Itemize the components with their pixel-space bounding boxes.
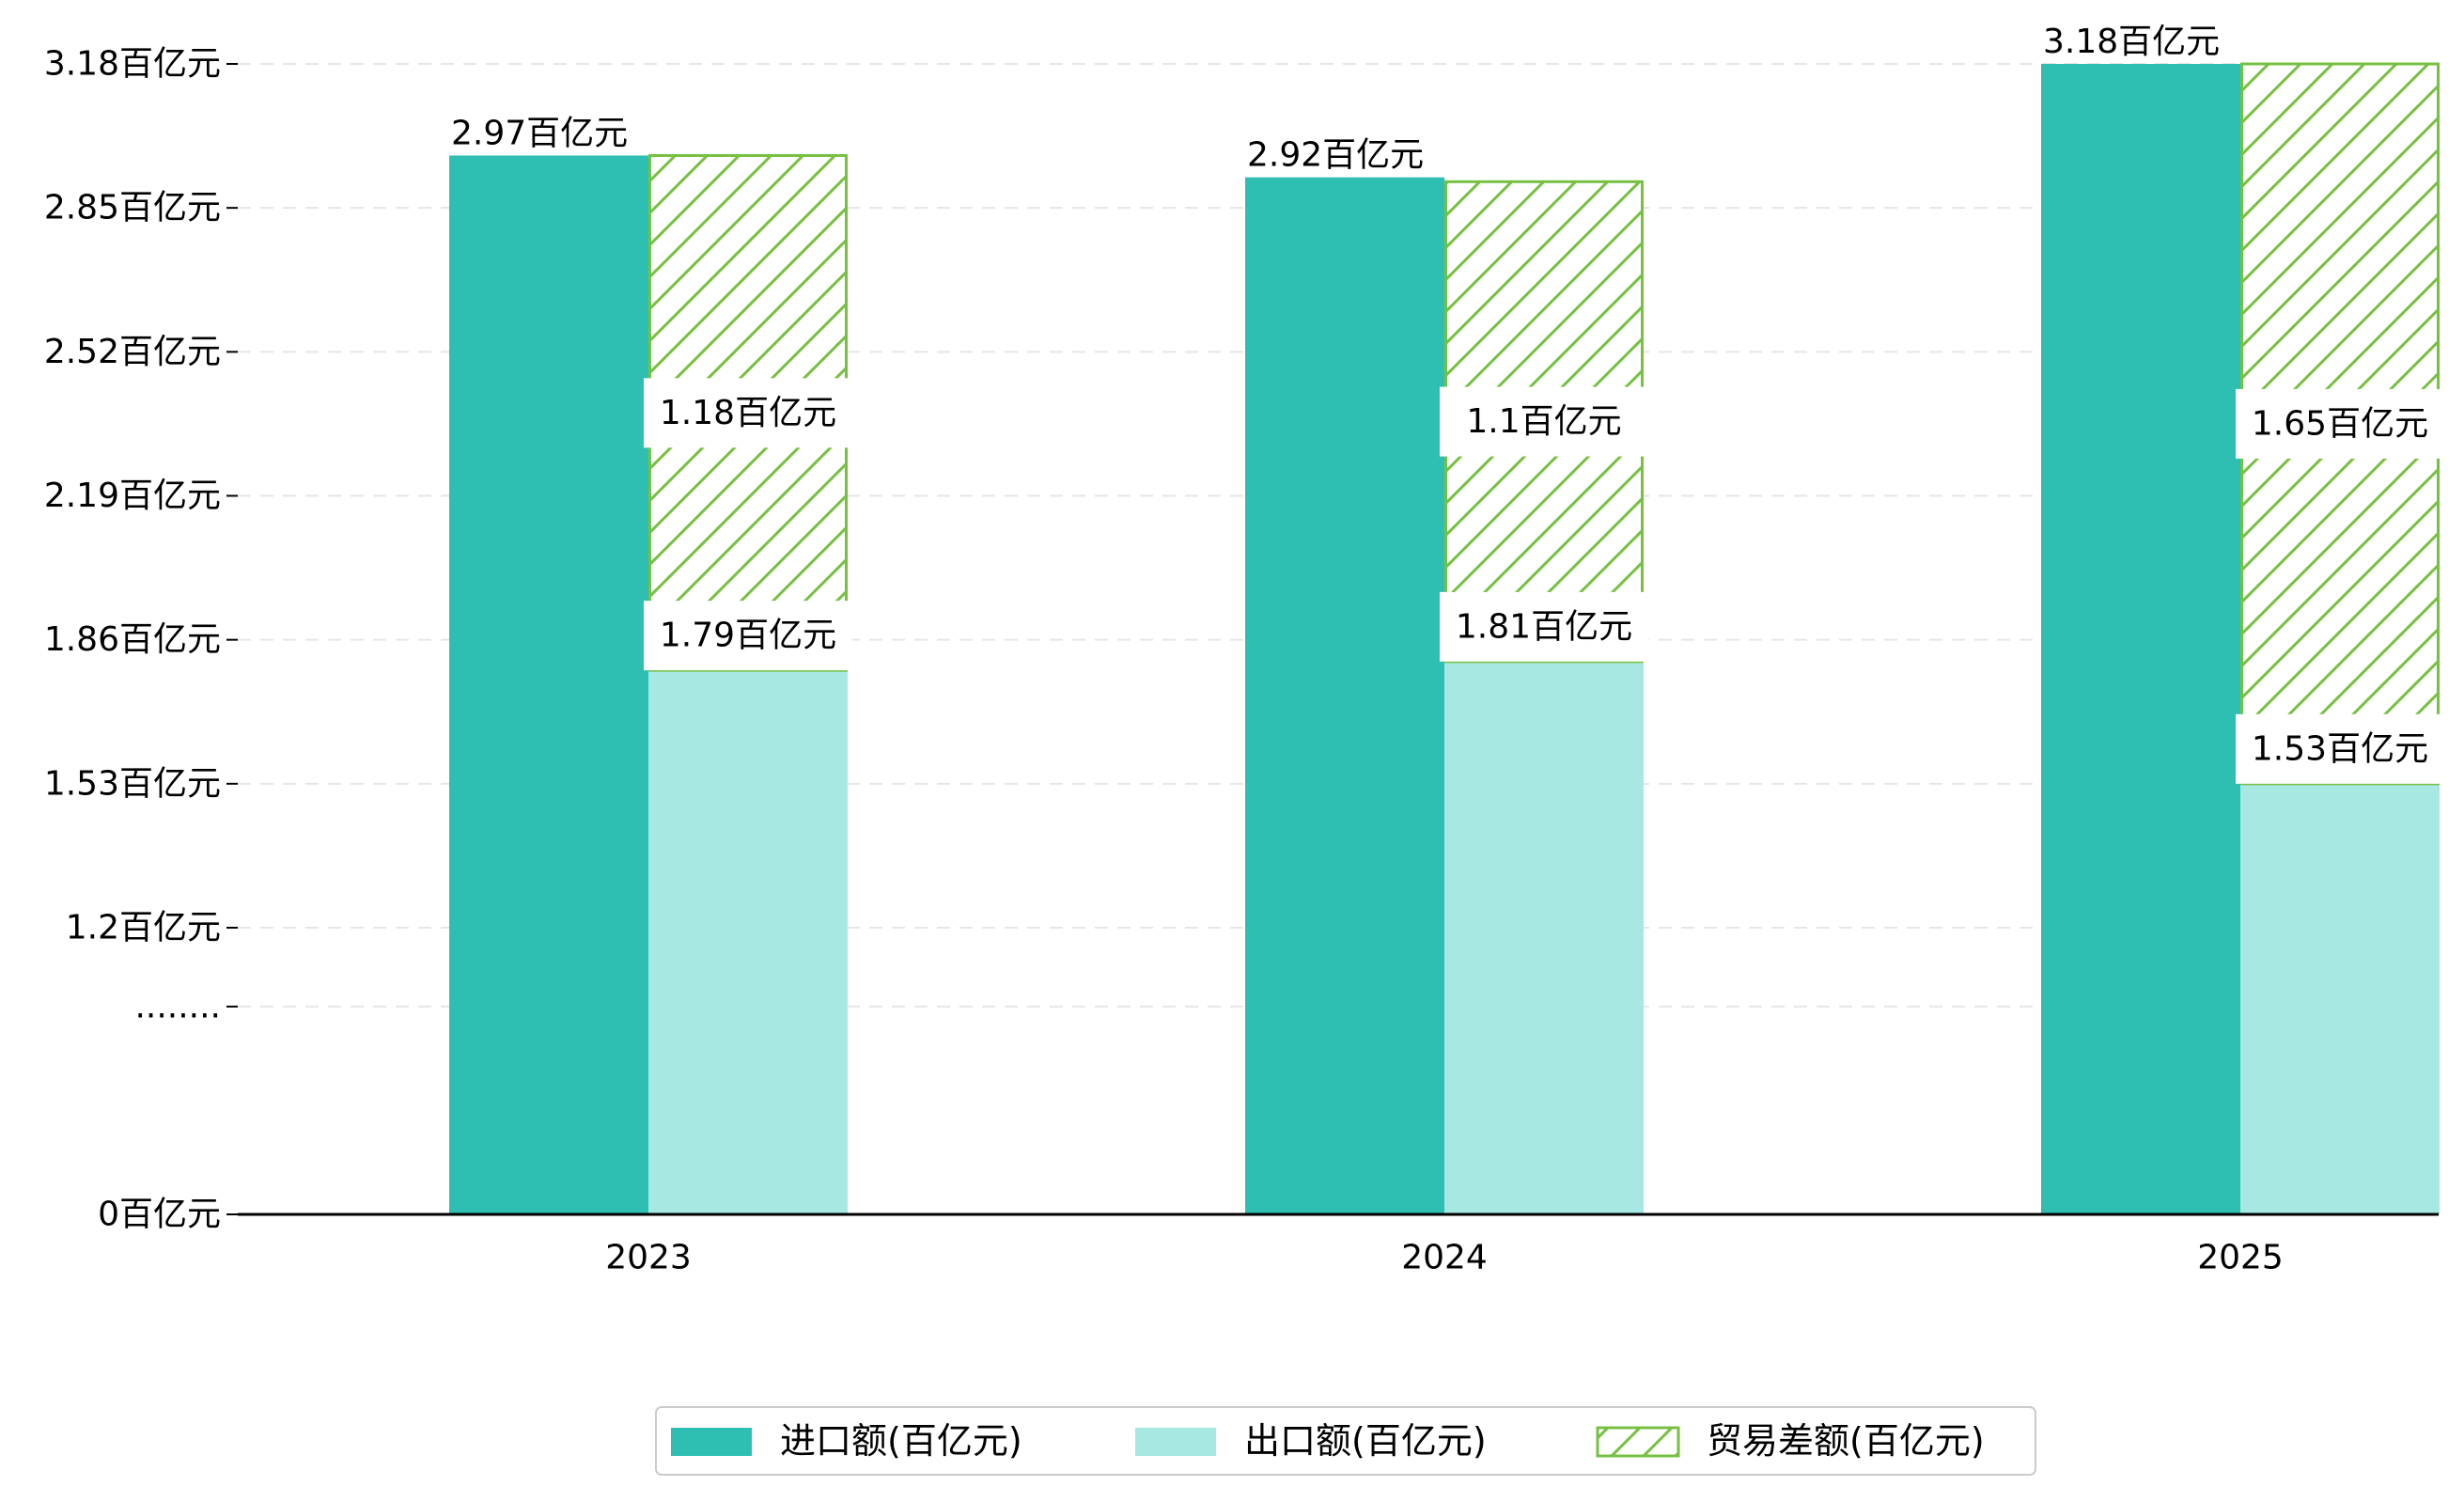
export-bar xyxy=(648,670,848,1214)
export-value-label: 1.53百亿元 xyxy=(2252,729,2428,768)
y-tick-label: ........ xyxy=(134,987,221,1025)
import-value-label: 3.18百亿元 xyxy=(2043,23,2220,61)
export-label-box xyxy=(1440,591,1648,662)
balance-label-box xyxy=(2236,388,2444,459)
y-tick-label: 1.53百亿元 xyxy=(44,764,221,803)
legend-swatch xyxy=(1596,1426,1680,1458)
axes: 0百亿元........ 1.2百亿元 1.53百亿元 1.86百亿元 2.19百亿元 2… xyxy=(44,45,2439,1277)
balance-value-label: 1.1百亿元 xyxy=(1466,402,1621,441)
y-tick-label: 2.52百亿元 xyxy=(44,333,221,371)
y-tick-label: 3.18百亿元 xyxy=(44,45,221,84)
import-bar xyxy=(449,155,648,1214)
balance-value-label: 1.65百亿元 xyxy=(2252,404,2428,443)
legend-label: 贸易差额(百亿元) xyxy=(1707,1420,1985,1462)
export-label-box xyxy=(2236,713,2444,784)
y-tick-label: 1.2百亿元 xyxy=(66,909,221,947)
balance-label-box xyxy=(644,378,852,448)
y-tick-label: 1.86百亿元 xyxy=(44,620,221,659)
legend-swatch xyxy=(671,1428,752,1456)
export-bar xyxy=(2240,783,2440,1214)
legend-swatch xyxy=(1135,1428,1216,1456)
y-tick-label: 2.85百亿元 xyxy=(44,189,221,227)
balance-value-label: 1.18百亿元 xyxy=(660,394,836,432)
legend: 进口额(百亿元) 出口额(百亿元) 贸易差额(百亿元) xyxy=(655,1406,2036,1476)
legend-label: 出口额(百亿元) xyxy=(1244,1420,1487,1462)
x-tick-label: 2023 xyxy=(605,1239,692,1277)
import-value-label: 2.92百亿元 xyxy=(1247,136,1424,175)
legend-label: 进口额(百亿元) xyxy=(780,1420,1022,1462)
export-value-label: 1.81百亿元 xyxy=(1456,607,1632,646)
import-value-label: 2.97百亿元 xyxy=(451,114,628,152)
balance-label-box xyxy=(1440,386,1648,457)
x-tick-label: 2024 xyxy=(1401,1239,1488,1277)
export-bar xyxy=(1444,661,1644,1214)
import-bar xyxy=(1245,177,1444,1215)
export-label-box xyxy=(644,601,852,671)
y-tick-label: 2.19百亿元 xyxy=(44,477,221,515)
y-tick-label: 0百亿元 xyxy=(98,1196,221,1234)
legend-box xyxy=(655,1406,2036,1476)
data-labels: 2.97百亿元 1.79百亿元 1.18百亿元 2.92百亿元 1.81百亿元 1.1百亿… xyxy=(451,23,2444,784)
export-value-label: 1.79百亿元 xyxy=(660,617,836,655)
import-bar xyxy=(2041,64,2240,1214)
x-tick-label: 2025 xyxy=(2197,1239,2284,1277)
